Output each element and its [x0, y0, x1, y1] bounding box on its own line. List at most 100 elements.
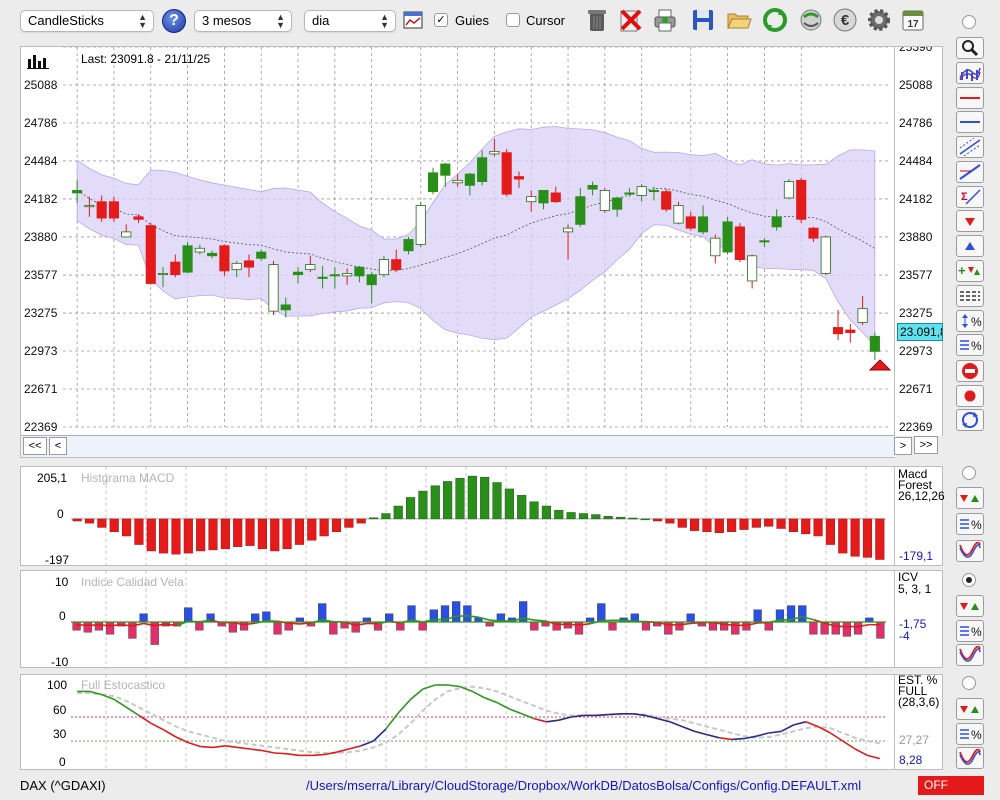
swap-button[interactable]	[956, 409, 984, 431]
previous-page-button[interactable]: <	[49, 437, 67, 455]
stoch-k-line	[360, 740, 374, 747]
icv-bottom-value: -10	[51, 655, 69, 669]
price-chart[interactable]: 25088 24786 24484 24182 23880 23577 23275 22973…	[21, 47, 896, 459]
icv-panel[interactable]: Indice Calidad Vela 10 0 -10	[20, 570, 895, 669]
trash-icon[interactable]	[584, 6, 610, 34]
icv-signals-button[interactable]	[956, 595, 984, 617]
trendline-tool-button[interactable]	[956, 161, 984, 183]
stoch-percent-button[interactable]: %	[956, 723, 984, 745]
chart-type-select[interactable]: CandleSticks ▲ ▼	[20, 10, 154, 32]
chevron-updown-icon: ▲ ▼	[276, 12, 285, 30]
stoch-value-1: 27,27	[899, 733, 930, 747]
candle-body	[133, 216, 144, 220]
icv-curve-button[interactable]	[956, 644, 984, 666]
macd-radio[interactable]	[962, 466, 976, 480]
channel-tool-button[interactable]	[956, 136, 984, 158]
save-disk-icon[interactable]	[690, 6, 716, 34]
guides-checkbox[interactable]: ✓	[434, 13, 448, 27]
stoch-k-line	[113, 698, 128, 709]
macd-bar	[443, 481, 453, 520]
candle-body	[415, 205, 426, 245]
macd-bar	[233, 518, 243, 547]
price-tick-label-left: 25088	[24, 78, 58, 92]
reload-globe-icon[interactable]	[798, 6, 824, 34]
open-folder-icon[interactable]	[726, 6, 752, 34]
help-button[interactable]: ?	[162, 9, 186, 33]
price-tick-label-right: 25390	[899, 47, 933, 54]
price-tick-label-left: 23880	[24, 230, 58, 244]
chart-window-icon[interactable]	[402, 6, 424, 34]
first-page-button[interactable]: <<	[23, 437, 47, 455]
stoch-k-line	[867, 754, 881, 760]
macd-panel[interactable]: Histgrama MACD 205,1 0 -197	[20, 466, 895, 567]
macd-signals-button[interactable]	[956, 487, 984, 509]
zoom-button[interactable]	[956, 37, 984, 59]
stoch-k-line	[669, 721, 683, 728]
candle-body	[145, 225, 156, 284]
period-select[interactable]: 3 mesos ▲ ▼	[194, 10, 292, 32]
sigma-trend-icon: Σ	[961, 189, 981, 205]
settings-gear-icon[interactable]	[866, 6, 892, 34]
stoch-k-line	[150, 722, 164, 731]
sigma-tool-button[interactable]: Σ	[956, 186, 984, 208]
icv-signal-line	[790, 615, 803, 621]
record-button[interactable]	[956, 385, 984, 407]
macd-bar	[134, 518, 144, 545]
macd-curve-button[interactable]	[956, 540, 984, 562]
last-page-button[interactable]: >>	[914, 436, 938, 454]
horizontal-blue-line-button[interactable]	[956, 111, 984, 133]
print-icon[interactable]	[652, 6, 678, 34]
price-tick-label-right: 25088	[899, 78, 933, 92]
price-tick-label-left: 23275	[24, 306, 58, 320]
macd-bar	[84, 518, 95, 524]
icv-signal-line	[724, 623, 736, 627]
stoch-tick-0: 0	[59, 755, 66, 769]
euro-currency-icon[interactable]: €	[832, 6, 858, 34]
horizontal-red-line-button[interactable]	[956, 87, 984, 109]
main-chart-radio[interactable]	[962, 15, 976, 29]
icv-percent-button[interactable]: %	[956, 620, 984, 642]
add-signals-button[interactable]: +	[956, 260, 984, 282]
candle-body	[710, 237, 721, 257]
off-toggle-button[interactable]: OFF	[918, 776, 984, 795]
refresh-icon[interactable]	[762, 6, 788, 34]
stoch-k-line	[595, 713, 609, 717]
stoch-tick-60: 60	[53, 703, 67, 717]
icv-bar	[273, 621, 282, 635]
delete-x-icon[interactable]	[618, 6, 644, 34]
stoch-radio[interactable]	[962, 676, 976, 690]
up-arrow-blue-icon	[965, 242, 975, 250]
percent-range-button[interactable]: %	[956, 310, 984, 332]
macd-bar	[517, 495, 527, 520]
sell-signal-button[interactable]	[956, 210, 984, 232]
macd-bar	[764, 518, 774, 527]
stoch-signals-button[interactable]	[956, 698, 984, 720]
icv-bar	[865, 617, 874, 623]
next-page-button[interactable]: >	[894, 437, 912, 455]
buy-signal-button[interactable]	[956, 235, 984, 257]
icv-signal-line	[444, 615, 457, 621]
price-chart-panel[interactable]: 25088 24786 24484 24182 23880 23577 23275 22973…	[20, 46, 912, 459]
interval-select[interactable]: dia ▲ ▼	[304, 10, 396, 32]
stochastic-panel[interactable]: Full Estocastico 100 60 30 0	[20, 674, 895, 771]
icv-signal-line	[243, 622, 256, 626]
stoch-curve-button[interactable]	[956, 747, 984, 769]
macd-bar	[455, 477, 465, 520]
macd-percent-button[interactable]: %	[956, 513, 984, 535]
icv-signal-line	[578, 622, 591, 626]
config-path-link[interactable]: /Users/mserra/Library/CloudStorage/Dropb…	[306, 778, 862, 793]
percent-lines-button[interactable]: %	[956, 334, 984, 356]
macd-current-value: -179,1	[899, 549, 934, 563]
macd-bar	[578, 513, 589, 520]
stoch-k-line	[756, 732, 769, 737]
indicator-overlay-button[interactable]	[956, 62, 984, 84]
candle-body	[869, 335, 880, 352]
icv-radio[interactable]	[962, 573, 976, 587]
icv-param-line: 5, 3, 1	[898, 582, 932, 596]
grid-lines-button[interactable]	[956, 285, 984, 307]
stop-button[interactable]	[956, 360, 984, 382]
macd-bar	[652, 518, 663, 522]
icv-signal-line	[534, 619, 546, 622]
cursor-checkbox[interactable]	[506, 13, 520, 27]
calendar-icon[interactable]: 17	[900, 6, 926, 34]
